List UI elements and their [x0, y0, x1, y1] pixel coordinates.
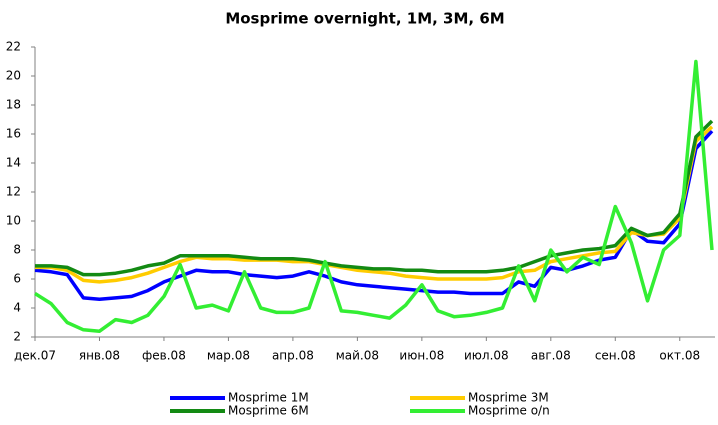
x-tick-label: фев.08: [142, 349, 186, 363]
y-tick-label: 6: [13, 272, 21, 286]
y-tick-label: 8: [13, 243, 21, 257]
x-tick-label: авг.08: [531, 349, 571, 363]
chart-title: Mosprime overnight, 1M, 3M, 6M: [225, 10, 504, 28]
x-tick-label: май.08: [336, 349, 379, 363]
x-tick-label: дек.07: [14, 349, 56, 363]
x-tick-label: апр.08: [272, 349, 314, 363]
y-tick-label: 2: [13, 330, 21, 344]
y-tick-label: 22: [6, 40, 21, 54]
x-tick-label: июл.08: [464, 349, 509, 363]
legend-label: Mosprime o/n: [468, 404, 550, 418]
x-tick-label: июн.08: [399, 349, 444, 363]
y-tick-label: 12: [6, 185, 21, 199]
y-tick-label: 18: [6, 98, 21, 112]
x-tick-label: сен.08: [595, 349, 636, 363]
series-line: [34, 59, 714, 333]
y-tick-label: 20: [6, 69, 21, 83]
x-tick-label: мар.08: [207, 349, 250, 363]
series-line: [35, 125, 714, 284]
x-tick-label: янв.08: [79, 349, 120, 363]
y-tick-label: 10: [6, 214, 21, 228]
series-line: [35, 119, 714, 277]
series-line: [34, 129, 714, 302]
y-tick-label: 16: [6, 127, 21, 141]
y-tick-label: 4: [13, 301, 21, 315]
legend-label: Mosprime 3M: [468, 391, 549, 405]
y-tick-label: 14: [6, 156, 21, 170]
x-tick-label: окт.08: [659, 349, 700, 363]
legend-label: Mosprime 1M: [228, 391, 309, 405]
legend-label: Mosprime 6M: [228, 404, 309, 418]
